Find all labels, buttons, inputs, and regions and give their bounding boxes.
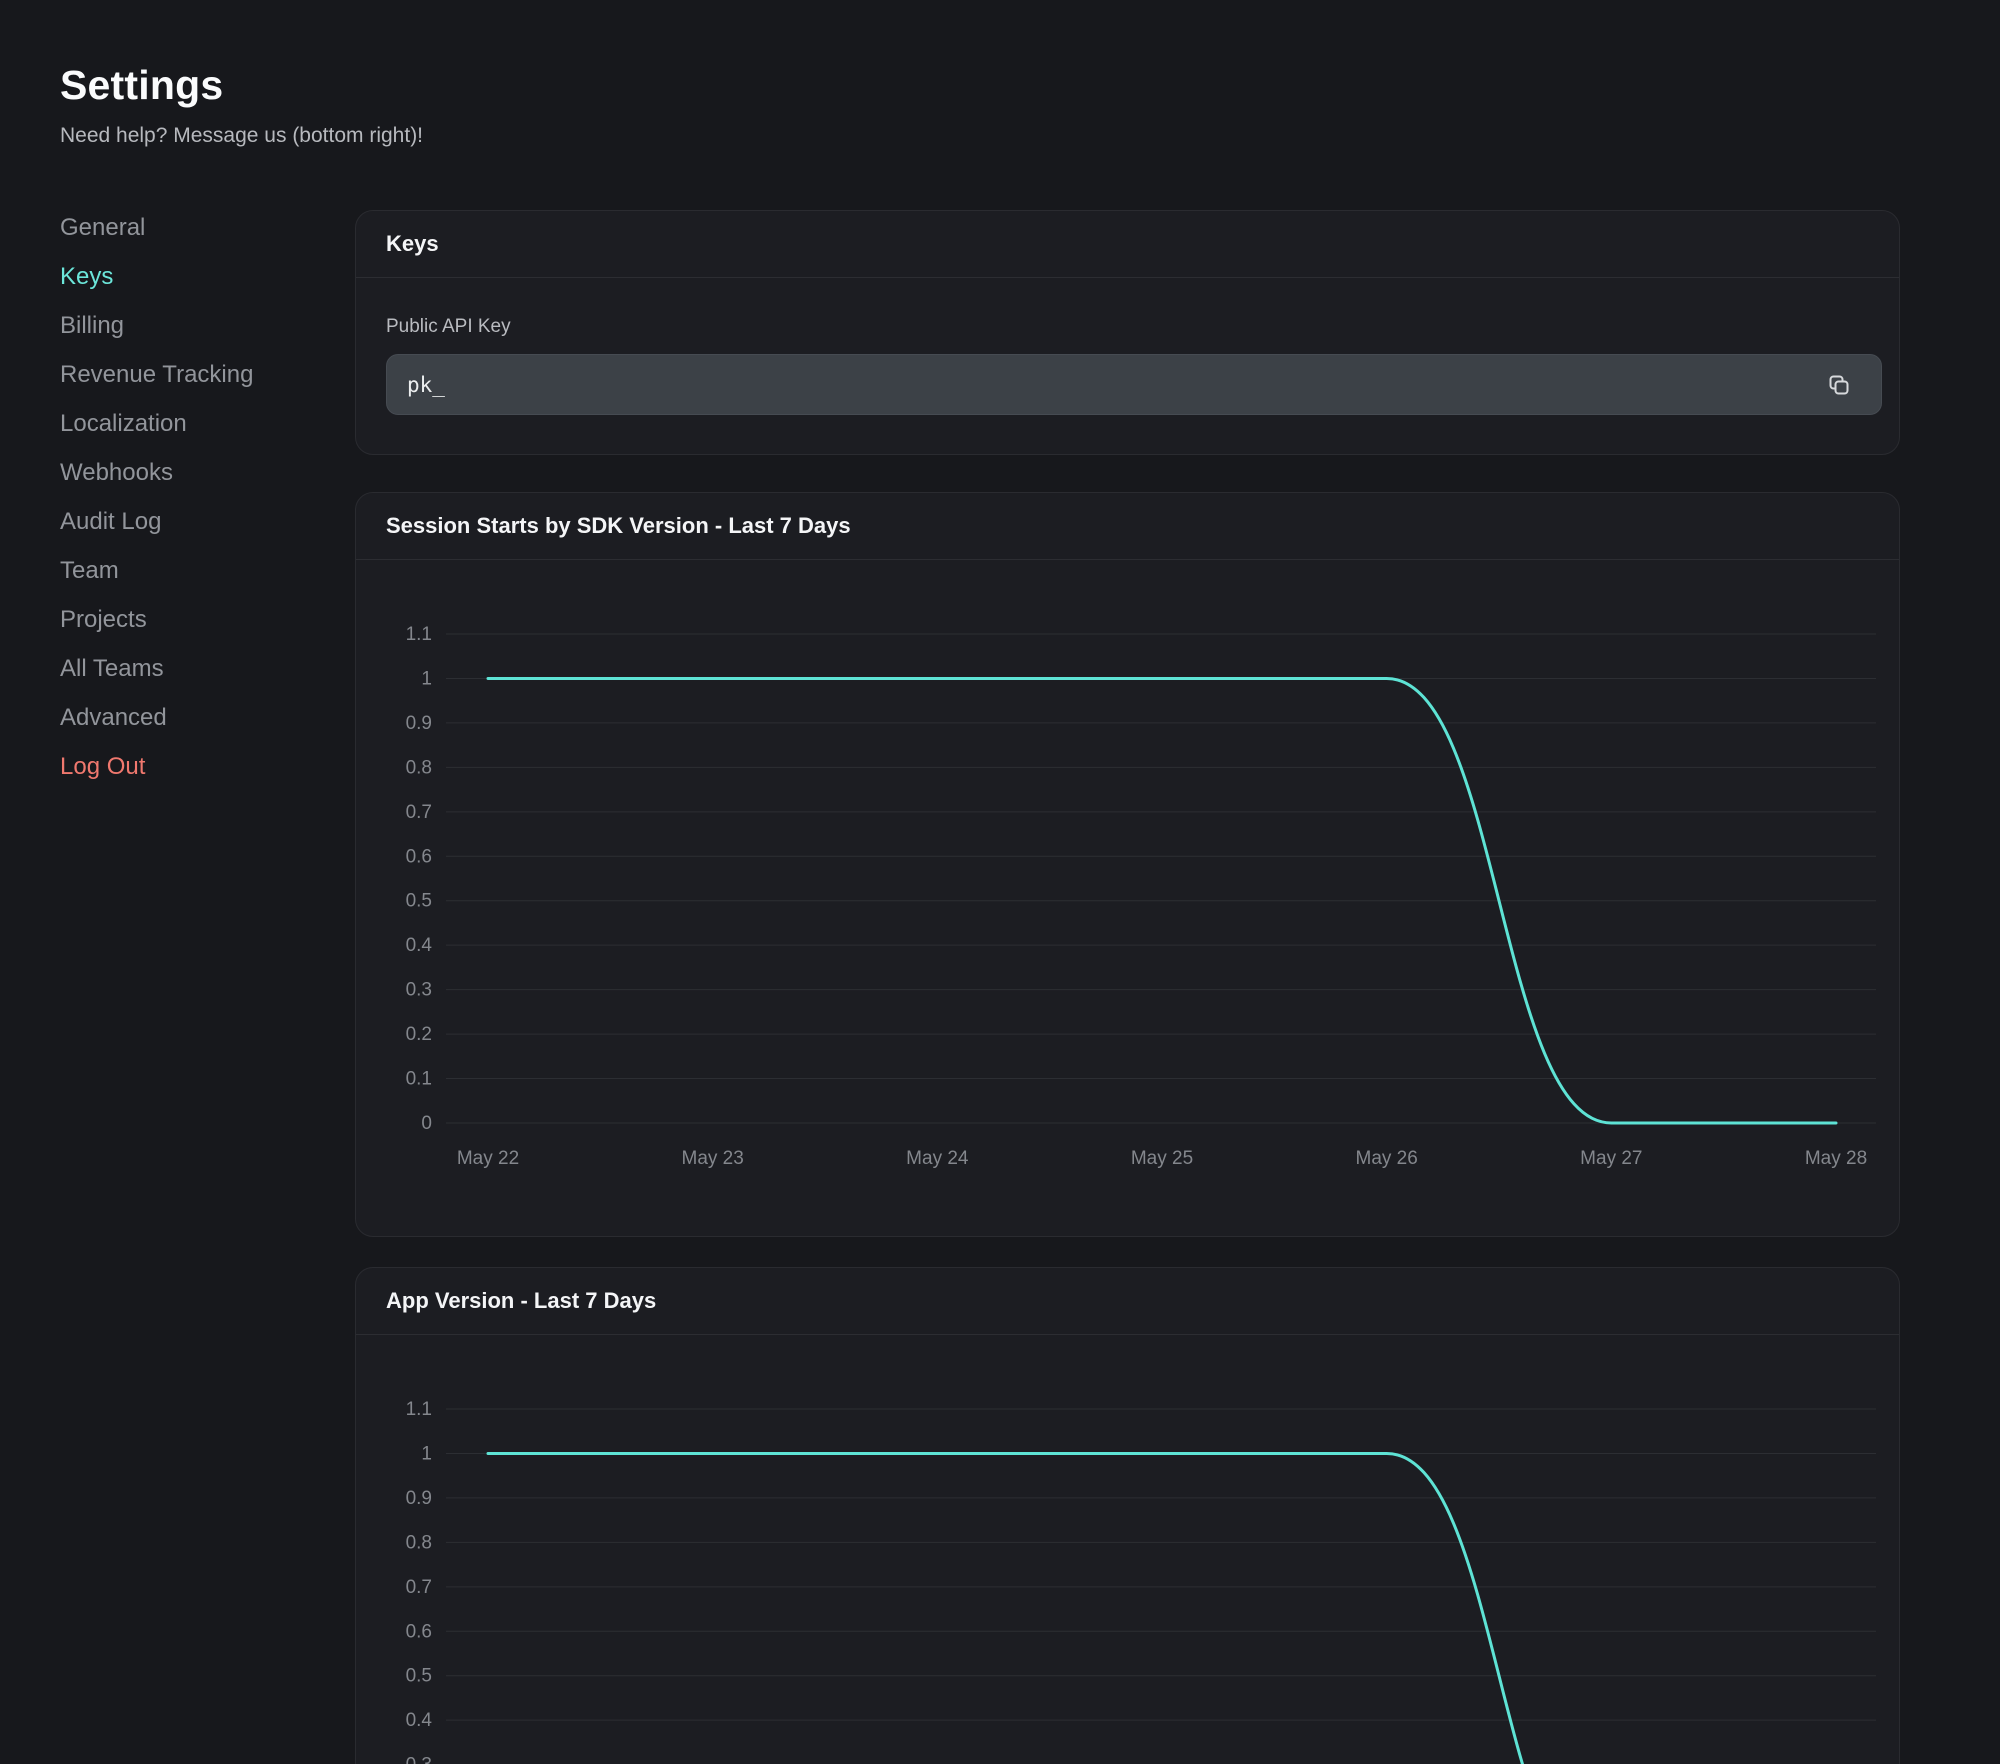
svg-text:0.1: 0.1 bbox=[406, 1069, 432, 1090]
svg-text:0.4: 0.4 bbox=[406, 1710, 433, 1731]
svg-text:1.1: 1.1 bbox=[406, 624, 432, 645]
svg-text:May 23: May 23 bbox=[682, 1148, 744, 1169]
sidebar-item-log-out[interactable]: Log Out bbox=[60, 742, 320, 791]
page-title: Settings bbox=[60, 62, 223, 109]
svg-text:0.9: 0.9 bbox=[406, 713, 432, 734]
svg-text:0.3: 0.3 bbox=[406, 1755, 432, 1764]
sidebar-item-projects[interactable]: Projects bbox=[60, 595, 320, 644]
sidebar-item-team[interactable]: Team bbox=[60, 546, 320, 595]
svg-text:May 24: May 24 bbox=[906, 1148, 969, 1169]
app-version-chart-card: App Version - Last 7 Days 00.10.20.30.40… bbox=[355, 1267, 1900, 1764]
svg-text:0: 0 bbox=[421, 1113, 432, 1134]
sidebar-item-general[interactable]: General bbox=[60, 203, 320, 252]
svg-text:0.8: 0.8 bbox=[406, 1532, 432, 1553]
svg-text:0.9: 0.9 bbox=[406, 1488, 432, 1509]
public-api-key-field bbox=[386, 354, 1882, 415]
keys-card-title: Keys bbox=[356, 211, 1899, 278]
sidebar-item-keys[interactable]: Keys bbox=[60, 252, 320, 301]
sdk-version-line-chart: 0 0.1 0.2 0.3 0.4 0.5 0.6 0.7 0.8 0.9 1 1.1 May 22 Ma… bbox=[356, 560, 1899, 1237]
public-api-key-label: Public API Key bbox=[386, 316, 1869, 338]
svg-text:0.7: 0.7 bbox=[406, 1577, 432, 1598]
svg-text:0.4: 0.4 bbox=[406, 935, 433, 956]
sidebar-item-webhooks[interactable]: Webhooks bbox=[60, 448, 320, 497]
sidebar-item-localization[interactable]: Localization bbox=[60, 399, 320, 448]
sidebar-item-audit-log[interactable]: Audit Log bbox=[60, 497, 320, 546]
svg-text:1: 1 bbox=[421, 1443, 432, 1464]
sidebar-item-all-teams[interactable]: All Teams bbox=[60, 644, 320, 693]
svg-text:0.8: 0.8 bbox=[406, 757, 432, 778]
svg-text:0.6: 0.6 bbox=[406, 1621, 432, 1642]
sdk-version-chart-title: Session Starts by SDK Version - Last 7 D… bbox=[356, 493, 1899, 560]
app-version-line-chart: 00.10.20.30.40.50.60.70.80.911.1May 22Ma… bbox=[356, 1335, 1899, 1764]
sidebar-item-billing[interactable]: Billing bbox=[60, 301, 320, 350]
app-version-chart-title: App Version - Last 7 Days bbox=[356, 1268, 1899, 1335]
settings-sidebar: General Keys Billing Revenue Tracking Lo… bbox=[60, 203, 320, 791]
svg-text:0.5: 0.5 bbox=[406, 891, 432, 912]
svg-text:May 25: May 25 bbox=[1131, 1148, 1193, 1169]
svg-text:1: 1 bbox=[421, 668, 432, 689]
svg-text:May 26: May 26 bbox=[1356, 1148, 1418, 1169]
svg-text:May 28: May 28 bbox=[1805, 1148, 1867, 1169]
sdk-version-chart-card: Session Starts by SDK Version - Last 7 D… bbox=[355, 492, 1900, 1237]
svg-text:1.1: 1.1 bbox=[406, 1399, 432, 1420]
svg-text:May 22: May 22 bbox=[457, 1148, 519, 1169]
svg-text:0.2: 0.2 bbox=[406, 1024, 432, 1045]
svg-text:0.6: 0.6 bbox=[406, 846, 432, 867]
sidebar-item-revenue-tracking[interactable]: Revenue Tracking bbox=[60, 350, 320, 399]
keys-card: Keys Public API Key bbox=[355, 210, 1900, 455]
svg-text:0.5: 0.5 bbox=[406, 1666, 432, 1687]
public-api-key-input[interactable] bbox=[386, 354, 1882, 415]
copy-api-key-button[interactable] bbox=[1822, 368, 1856, 402]
sidebar-item-advanced[interactable]: Advanced bbox=[60, 693, 320, 742]
svg-text:0.7: 0.7 bbox=[406, 802, 432, 823]
svg-text:May 27: May 27 bbox=[1580, 1148, 1642, 1169]
svg-text:0.3: 0.3 bbox=[406, 980, 432, 1001]
copy-icon bbox=[1827, 373, 1851, 397]
help-text: Need help? Message us (bottom right)! bbox=[60, 124, 423, 148]
